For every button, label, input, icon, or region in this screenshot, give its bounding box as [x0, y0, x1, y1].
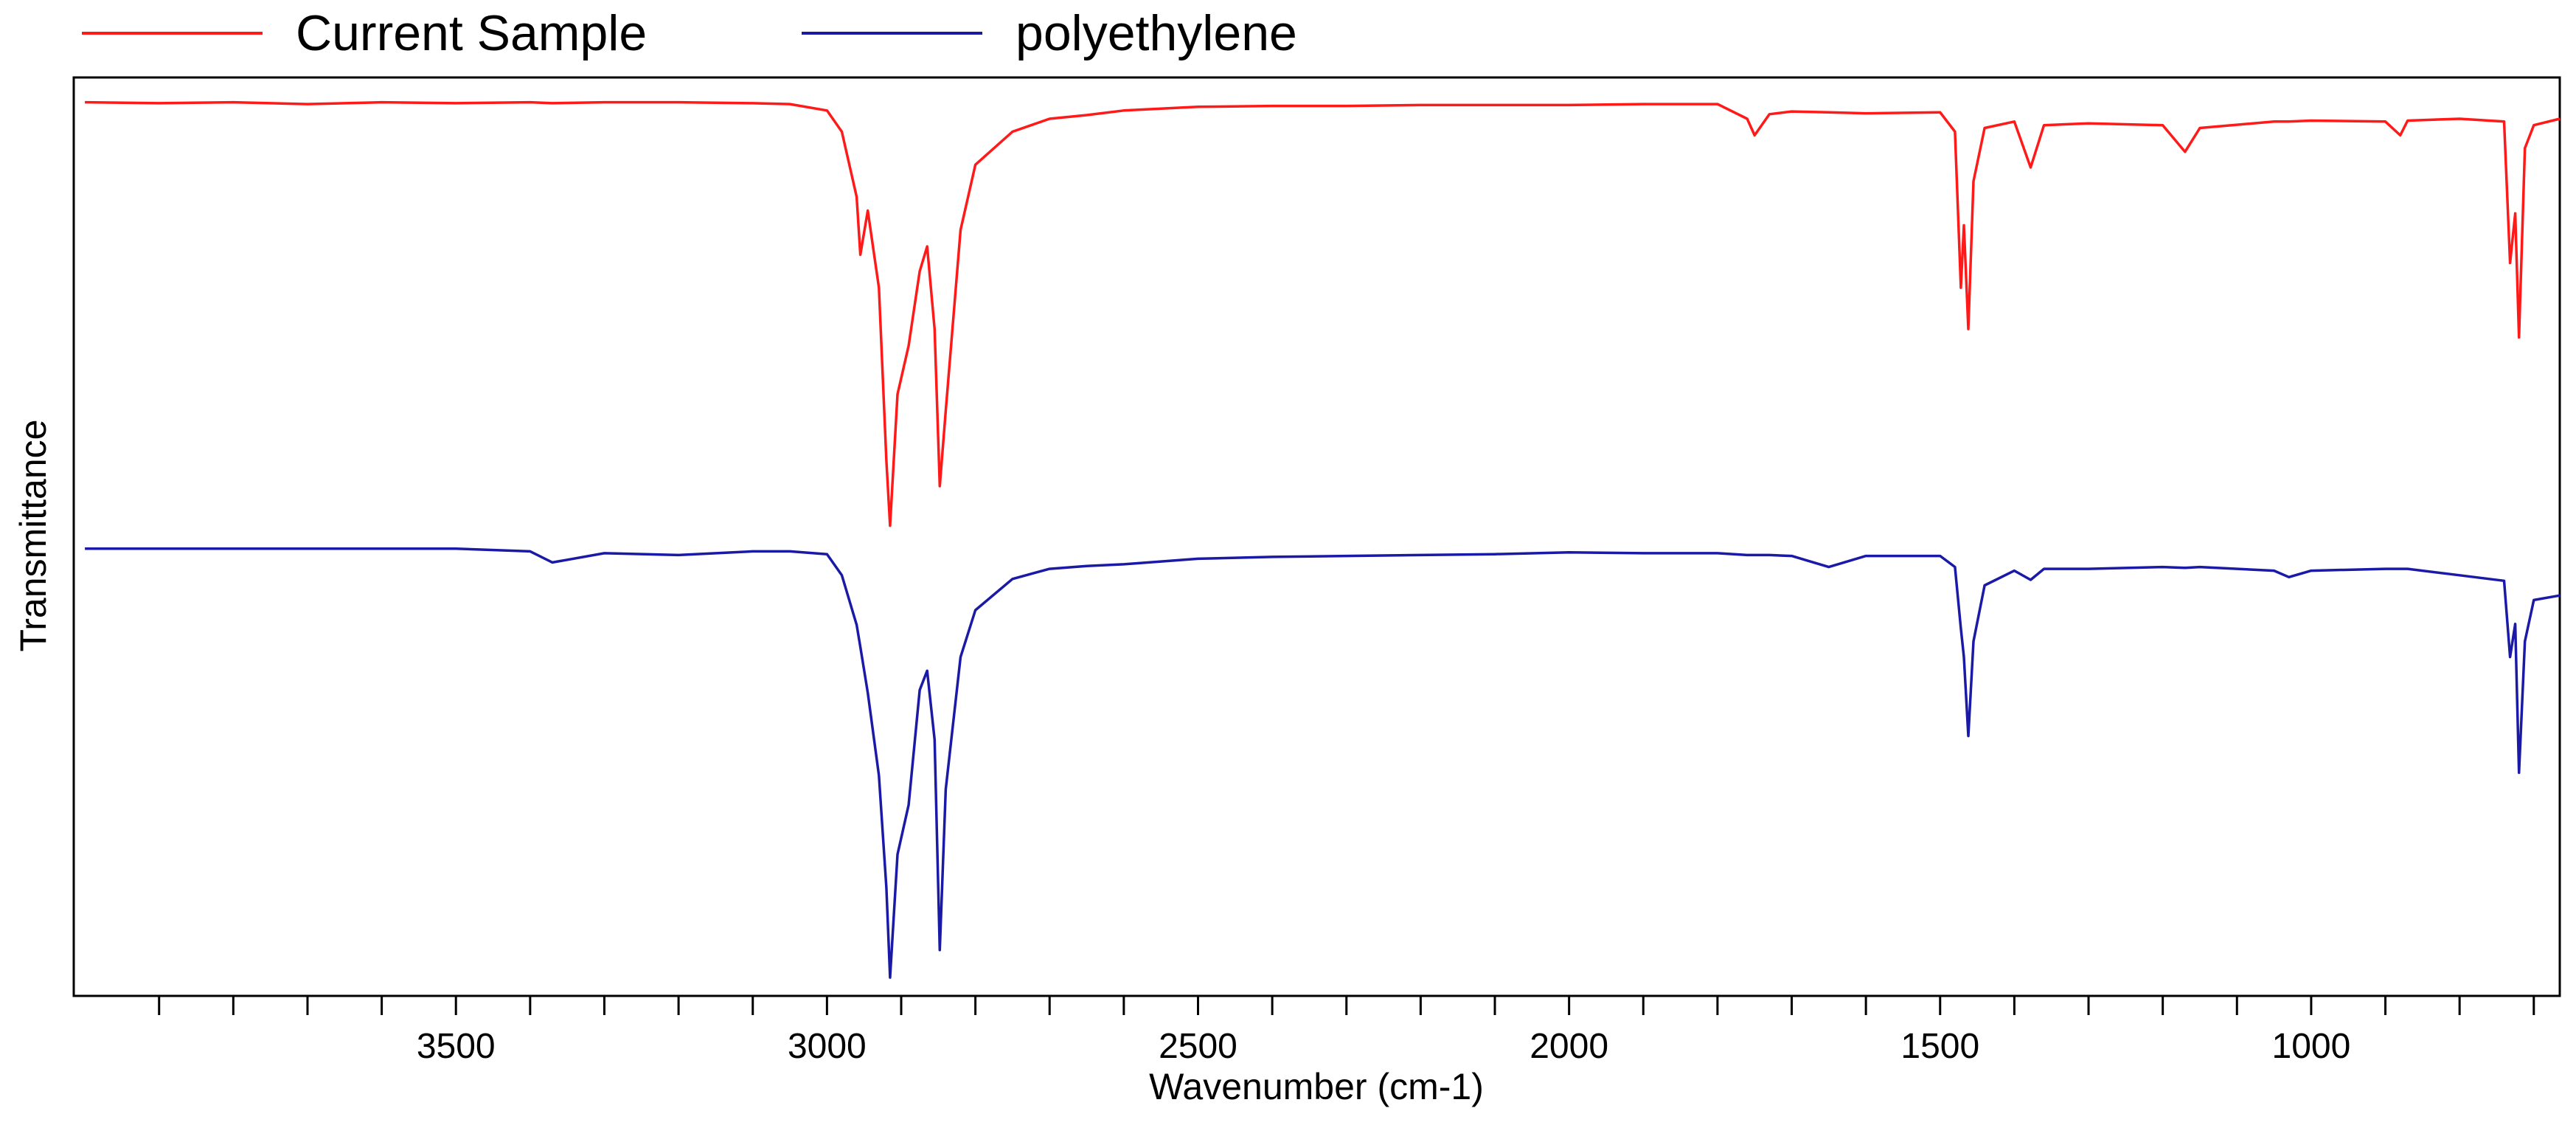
spectrum-line — [85, 100, 2561, 527]
plot-frame — [72, 76, 2561, 997]
x-tick-label: 1000 — [2272, 1027, 2351, 1066]
x-tick-label: 2500 — [1159, 1027, 1237, 1066]
legend-label: polyethylene — [1016, 5, 1297, 61]
y-axis-label: Transmittance — [13, 420, 54, 652]
x-tick-label: 1500 — [1900, 1027, 1979, 1066]
legend-label: Current Sample — [296, 5, 647, 61]
x-tick-label: 3500 — [417, 1027, 496, 1066]
x-axis-label: Wavenumber (cm-1) — [1149, 1066, 1484, 1107]
x-tick-label: 2000 — [1530, 1027, 1608, 1066]
spectrum-line — [85, 547, 2561, 979]
x-tick-label: 3000 — [788, 1027, 867, 1066]
